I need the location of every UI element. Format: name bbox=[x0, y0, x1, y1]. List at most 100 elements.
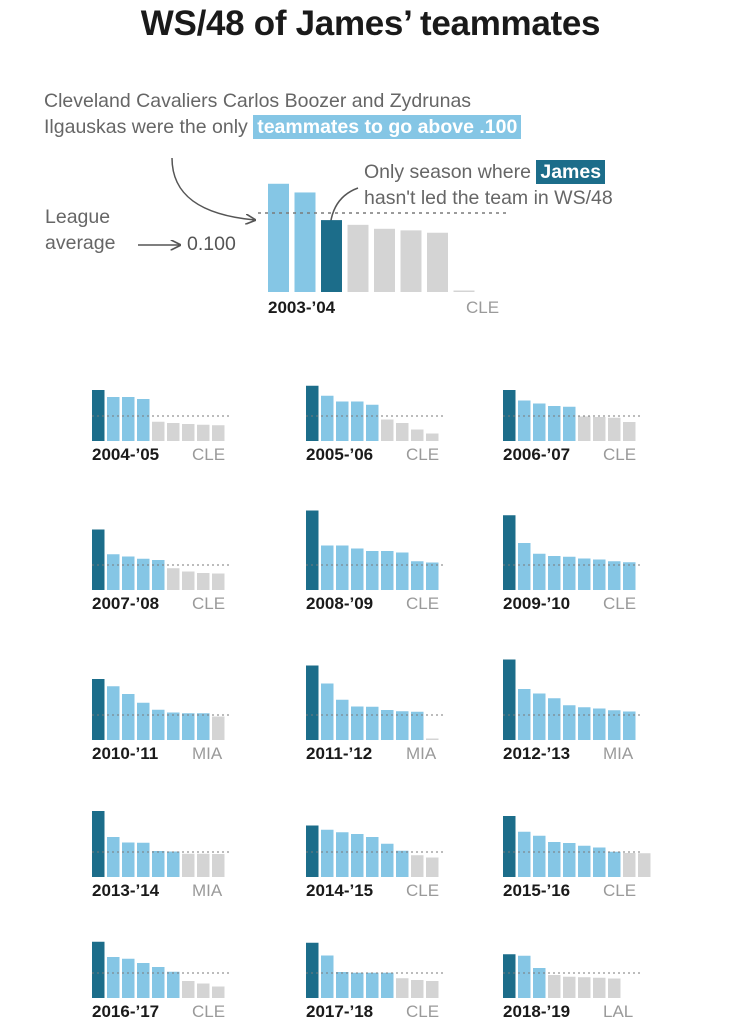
teammate-bar bbox=[533, 835, 546, 877]
teammate-bar bbox=[381, 710, 394, 740]
teammate-bar bbox=[336, 401, 349, 441]
teammate-bar bbox=[427, 232, 448, 292]
teammate-bar bbox=[366, 706, 379, 740]
teammate-bar bbox=[197, 573, 210, 590]
teammate-bar bbox=[137, 558, 150, 590]
teammate-bar bbox=[167, 851, 180, 877]
teammate-bar bbox=[351, 401, 364, 441]
teammate-bar bbox=[411, 980, 424, 998]
teammate-bar bbox=[548, 406, 561, 441]
teammate-bar bbox=[268, 183, 289, 292]
teammate-bar bbox=[593, 977, 606, 998]
teammate-bar bbox=[608, 978, 621, 998]
teammate-bar bbox=[197, 983, 210, 998]
teammate-bar bbox=[137, 963, 150, 998]
james-bar bbox=[321, 220, 342, 292]
teammate-bar bbox=[212, 425, 225, 441]
teammate-bar bbox=[623, 562, 636, 590]
teammate-bar bbox=[578, 977, 591, 998]
teammate-bar bbox=[548, 698, 561, 740]
teammate-bar bbox=[381, 843, 394, 877]
teammate-bar bbox=[608, 710, 621, 740]
teammate-bar bbox=[548, 556, 561, 590]
season-label: 2003-’04 bbox=[268, 298, 336, 317]
james-annotation-line2: hasn't led the team in WS/48 bbox=[364, 187, 613, 209]
teammate-bar bbox=[623, 853, 636, 877]
teammate-bar bbox=[426, 433, 439, 441]
teammate-bar bbox=[518, 400, 531, 441]
teammate-bar bbox=[351, 706, 364, 740]
teammate-bar bbox=[593, 559, 606, 590]
teammate-bar bbox=[122, 397, 135, 441]
teammate-bar bbox=[396, 850, 409, 877]
teammate-bar bbox=[152, 421, 165, 441]
league-average-label-2: average bbox=[45, 232, 116, 254]
team-label: CLE bbox=[603, 594, 637, 613]
james-bar bbox=[92, 679, 105, 740]
teammate-bar bbox=[608, 417, 621, 441]
league-average-annotation: League average bbox=[45, 204, 115, 256]
teammate-bar bbox=[107, 554, 120, 590]
teammate-bar bbox=[396, 711, 409, 740]
teammate-bar bbox=[122, 958, 135, 998]
teammate-bar bbox=[336, 832, 349, 877]
season-label: 2007-’08 bbox=[92, 594, 160, 613]
teammate-bar bbox=[294, 192, 316, 292]
teammate-bar bbox=[137, 702, 150, 740]
teammate-bar bbox=[533, 553, 546, 590]
season-label: 2010-’11 bbox=[92, 744, 159, 763]
teammate-bar bbox=[381, 551, 394, 590]
teammate-bar bbox=[107, 837, 120, 877]
teammate-bar bbox=[548, 842, 561, 877]
teammate-bar bbox=[533, 968, 546, 998]
team-label: MIA bbox=[603, 744, 634, 763]
teammate-bar bbox=[336, 972, 349, 998]
james-bar bbox=[92, 529, 105, 590]
season-label: 2016-’17 bbox=[92, 1002, 160, 1021]
james-bar bbox=[503, 954, 516, 998]
teammate-bar bbox=[426, 857, 439, 877]
season-label: 2018-’19 bbox=[503, 1002, 571, 1021]
team-label: CLE bbox=[192, 594, 226, 613]
team-label: MIA bbox=[192, 744, 223, 763]
season-label: 2008-’09 bbox=[306, 594, 374, 613]
james-bar bbox=[306, 510, 319, 590]
teammate-bar bbox=[426, 562, 439, 590]
james-bar bbox=[306, 942, 319, 998]
teammate-bar bbox=[411, 561, 424, 590]
team-label: CLE bbox=[406, 445, 440, 464]
teammate-bar bbox=[212, 986, 225, 998]
season-label: 2015-’16 bbox=[503, 881, 571, 900]
boozer-annotation-highlight: teammates to go above .100 bbox=[253, 115, 522, 139]
teammate-bar bbox=[396, 552, 409, 590]
teammate-bar bbox=[122, 842, 135, 877]
teammate-bar bbox=[563, 406, 576, 441]
team-label: CLE bbox=[192, 445, 226, 464]
teammate-bar bbox=[182, 713, 195, 740]
james-bar bbox=[503, 515, 516, 590]
teammate-bar bbox=[107, 397, 120, 441]
team-label: MIA bbox=[192, 881, 223, 900]
teammate-bar bbox=[167, 423, 180, 441]
season-label: 2006-’07 bbox=[503, 445, 571, 464]
teammate-bar bbox=[608, 561, 621, 590]
teammate-bar bbox=[137, 842, 150, 877]
james-annotation-line1: Only season where James bbox=[364, 159, 613, 185]
season-label: 2004-’05 bbox=[92, 445, 160, 464]
boozer-annotation: Cleveland Cavaliers Carlos Boozer and Zy… bbox=[44, 88, 522, 140]
teammate-bar bbox=[137, 399, 150, 441]
teammate-bar bbox=[336, 545, 349, 590]
teammate-bar bbox=[122, 556, 135, 590]
teammate-bar bbox=[578, 707, 591, 740]
james-bar bbox=[306, 825, 319, 877]
teammate-bar bbox=[638, 853, 651, 877]
teammate-bar bbox=[593, 847, 606, 877]
team-label: LAL bbox=[603, 1002, 634, 1021]
teammate-bar bbox=[381, 419, 394, 441]
teammate-bar bbox=[563, 556, 576, 590]
teammate-bar bbox=[381, 972, 394, 998]
